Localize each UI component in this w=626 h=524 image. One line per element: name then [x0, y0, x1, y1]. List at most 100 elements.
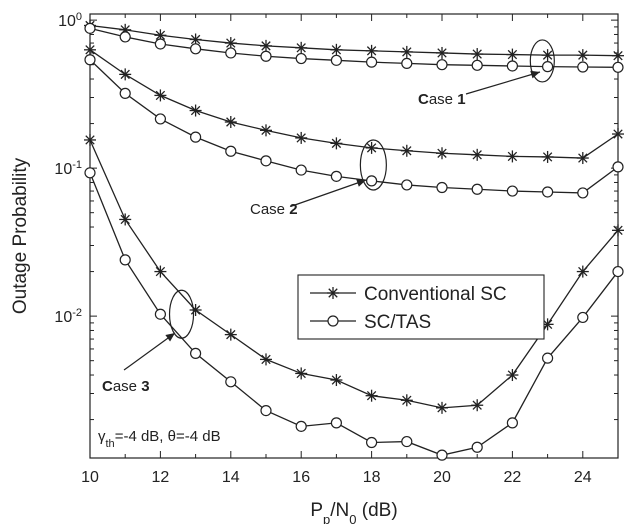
series-line [89, 49, 619, 159]
circle-marker [471, 59, 483, 71]
circle-marker [330, 170, 342, 182]
arrow-head [530, 70, 540, 79]
circle-marker [541, 61, 554, 73]
series-case1-conventional-sc [84, 19, 624, 62]
circle-marker [612, 265, 624, 278]
series-case2-conventional-sc [84, 43, 624, 165]
series-case2-sc-tas [84, 54, 624, 199]
circle-marker [577, 311, 589, 324]
star-marker [471, 399, 484, 412]
star-marker [506, 150, 519, 163]
circle-marker [295, 420, 307, 432]
arrow-head [165, 333, 175, 342]
case-label-number: 3 [141, 378, 149, 395]
parameter-text: γth=-4 dB, θ=-4 dB [98, 428, 221, 450]
case-2-annotation: Case 2 [250, 139, 387, 218]
x-tick-label: 16 [292, 469, 310, 486]
legend-label: Conventional SC [364, 284, 507, 305]
y-tick-exponent: 0 [76, 11, 82, 23]
case-label-number: 1 [457, 91, 465, 108]
series-line [89, 24, 619, 57]
star-marker [541, 49, 554, 62]
circle-marker [295, 164, 307, 176]
star-marker [436, 147, 448, 160]
series-layer [84, 19, 624, 461]
circle-marker [577, 61, 589, 73]
star-marker [189, 304, 202, 316]
case-label: Case 2 [250, 201, 298, 218]
circle-marker [260, 155, 272, 167]
circle-marker [436, 181, 448, 194]
y-tick-label: 10-1 [54, 159, 82, 178]
star-marker [154, 89, 167, 102]
star-marker [295, 41, 308, 54]
star-marker [576, 152, 589, 165]
circle-marker [154, 113, 166, 125]
star-marker [612, 224, 624, 237]
legend: Conventional SC SC/TAS [297, 274, 545, 340]
star-marker [365, 141, 378, 154]
circle-marker [401, 435, 413, 448]
star-marker [260, 124, 272, 137]
circle-marker [401, 57, 413, 70]
circle-marker [612, 61, 624, 73]
case-3-annotation: Case 3 [102, 289, 195, 395]
series-line [89, 172, 619, 456]
star-marker [260, 353, 272, 366]
star-marker [506, 369, 519, 382]
star-marker [260, 39, 272, 52]
star-marker [154, 265, 167, 278]
circle-marker [366, 56, 378, 68]
circle-marker [84, 167, 96, 179]
series-case3-sc-tas [84, 167, 624, 461]
star-marker [224, 328, 237, 341]
star-marker [436, 46, 448, 59]
circle-marker [84, 54, 96, 66]
star-marker [295, 131, 308, 144]
x-tick-label: 22 [504, 469, 522, 486]
star-marker [224, 115, 237, 128]
star-marker [330, 43, 343, 56]
param-symbol: γ [98, 428, 106, 445]
case-label-text: Case [250, 201, 289, 218]
x-axis-title: Pp/N0 (dB) [310, 500, 397, 524]
series-line [89, 59, 619, 194]
case-label-number: 2 [289, 201, 297, 218]
annotation-arrow [465, 71, 541, 95]
x-tick-label: 18 [363, 469, 381, 486]
case-1-annotation: Case 1 [418, 39, 555, 108]
star-marker [612, 49, 624, 62]
y-tick-label: 10-2 [54, 307, 82, 326]
case-label-initial: C [102, 378, 113, 395]
legend-box [297, 274, 545, 340]
case-label-text: ase [429, 91, 457, 108]
circle-marker [577, 187, 589, 199]
x-title-sub: 0 [349, 512, 356, 524]
star-marker [400, 394, 413, 407]
circle-marker [225, 145, 237, 157]
series-case1-sc-tas [84, 22, 624, 73]
star-marker [330, 374, 343, 387]
annotation-arrow [291, 179, 367, 207]
circle-marker [260, 404, 272, 417]
star-marker [471, 148, 484, 161]
star-marker [612, 128, 624, 141]
star-marker [84, 43, 96, 56]
series-line [89, 139, 619, 409]
y-tick-base: 10 [54, 161, 72, 178]
circle-marker [506, 185, 519, 197]
star-marker [436, 401, 448, 414]
circle-marker [541, 352, 554, 364]
x-title-sub: p [323, 512, 330, 524]
y-axis-title: Outage Probability [10, 157, 31, 314]
circle-marker [506, 60, 519, 72]
circle-marker [190, 131, 202, 143]
circle-marker [225, 47, 237, 59]
y-tick-base: 10 [54, 309, 72, 326]
arrow-head [356, 179, 366, 187]
star-marker [327, 287, 339, 299]
circle-marker [366, 436, 378, 449]
